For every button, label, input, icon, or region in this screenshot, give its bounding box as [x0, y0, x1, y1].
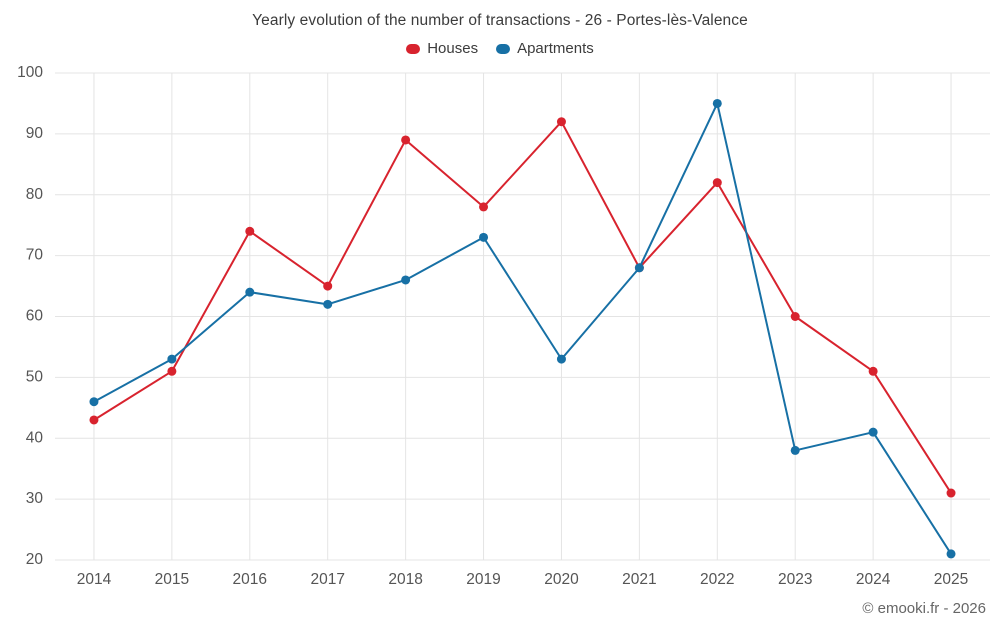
- data-point-houses[interactable]: [946, 488, 956, 498]
- data-point-apartments[interactable]: [712, 98, 722, 108]
- legend-item-apartments[interactable]: Apartments: [496, 40, 594, 57]
- data-point-houses[interactable]: [712, 178, 722, 188]
- data-point-apartments[interactable]: [946, 549, 956, 559]
- data-point-houses[interactable]: [868, 366, 878, 376]
- y-axis-tick-label: 30: [26, 490, 44, 507]
- data-point-apartments[interactable]: [790, 445, 800, 455]
- x-axis-tick-label: 2023: [778, 571, 812, 588]
- data-point-apartments[interactable]: [868, 427, 878, 437]
- y-axis-tick-label: 60: [26, 308, 44, 325]
- data-point-apartments[interactable]: [401, 275, 411, 285]
- data-point-apartments[interactable]: [556, 354, 566, 364]
- data-point-apartments[interactable]: [634, 263, 644, 273]
- data-point-apartments[interactable]: [479, 232, 489, 242]
- x-axis-tick-label: 2015: [155, 571, 189, 588]
- data-point-apartments[interactable]: [323, 299, 333, 309]
- data-point-houses[interactable]: [89, 415, 99, 425]
- y-axis-tick-label: 40: [26, 429, 44, 446]
- y-axis-tick-label: 90: [26, 125, 44, 142]
- x-axis-tick-label: 2022: [700, 571, 734, 588]
- legend-label-houses: Houses: [427, 40, 479, 57]
- x-axis-tick-label: 2014: [77, 571, 112, 588]
- y-axis-tick-label: 50: [26, 368, 44, 385]
- data-point-houses[interactable]: [323, 281, 333, 291]
- legend-item-houses[interactable]: Houses: [406, 40, 478, 57]
- data-point-houses[interactable]: [790, 312, 800, 321]
- y-axis-tick-label: 70: [26, 247, 44, 264]
- y-axis-tick-label: 100: [17, 64, 43, 81]
- data-point-houses[interactable]: [401, 135, 411, 145]
- x-axis-tick-label: 2019: [466, 571, 500, 588]
- y-axis-tick-label: 20: [26, 551, 44, 568]
- x-axis-tick-label: 2020: [544, 571, 579, 588]
- data-point-apartments[interactable]: [245, 287, 255, 297]
- houses-legend-swatch-icon: [406, 43, 421, 54]
- apartments-legend-swatch-icon: [496, 43, 511, 54]
- series-line-houses: [93, 120, 952, 494]
- x-axis-tick-label: 2025: [934, 571, 968, 588]
- x-axis-tick-label: 2024: [856, 571, 891, 588]
- footer-credit: © emooki.fr - 2026: [862, 600, 986, 617]
- chart-title: Yearly evolution of the number of transa…: [252, 12, 748, 29]
- series-line-apartments: [93, 102, 952, 555]
- legend-label-apartments: Apartments: [517, 40, 594, 57]
- x-axis-tick-label: 2016: [233, 571, 267, 588]
- legend: Houses Apartments: [0, 40, 1000, 57]
- x-axis-tick-label: 2018: [388, 571, 422, 588]
- data-point-houses[interactable]: [245, 226, 255, 236]
- x-axis-tick-label: 2021: [622, 571, 656, 588]
- data-point-houses[interactable]: [479, 202, 489, 212]
- data-point-apartments[interactable]: [89, 397, 99, 407]
- data-point-houses[interactable]: [556, 117, 566, 127]
- data-point-apartments[interactable]: [167, 354, 177, 364]
- y-axis-tick-label: 80: [26, 186, 44, 203]
- x-axis-tick-label: 2017: [310, 571, 344, 588]
- data-point-houses[interactable]: [167, 366, 177, 376]
